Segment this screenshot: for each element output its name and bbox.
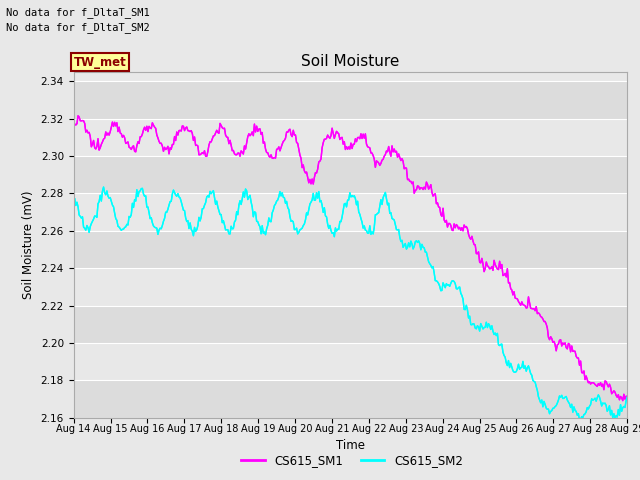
CS615_SM2 [612, 413, 620, 419]
Bar [74, 81, 627, 119]
CS615_SM1 [74, 113, 82, 119]
Text: No data for f_DltaT_SM1: No data for f_DltaT_SM1 [6, 7, 150, 18]
Line: CS615_SM2: CS615_SM2 [74, 187, 627, 420]
Text: No data for f_DltaT_SM2: No data for f_DltaT_SM2 [6, 22, 150, 33]
Text: TW_met: TW_met [74, 56, 126, 69]
CS615_SM1 [337, 135, 345, 141]
CS615_SM2 [575, 417, 583, 423]
Bar [74, 268, 627, 305]
CS615_SM1 [70, 125, 77, 131]
Bar [74, 231, 627, 268]
CS615_SM2 [70, 194, 77, 200]
Bar [74, 380, 627, 418]
CS615_SM1 [334, 130, 342, 136]
CS615_SM2 [525, 363, 532, 369]
Bar [74, 156, 627, 193]
Title: Soil Moisture: Soil Moisture [301, 54, 399, 70]
CS615_SM1 [371, 156, 378, 162]
CS615_SM1 [525, 294, 532, 300]
CS615_SM2 [334, 226, 342, 232]
CS615_SM2 [337, 219, 345, 225]
X-axis label: Time: Time [336, 439, 365, 453]
CS615_SM1 [401, 166, 408, 172]
CS615_SM1 [611, 389, 619, 395]
CS615_SM2 [401, 242, 408, 248]
Bar [74, 119, 627, 156]
Y-axis label: Soil Moisture (mV): Soil Moisture (mV) [22, 191, 35, 299]
Bar [74, 305, 627, 343]
CS615_SM1 [623, 394, 631, 399]
Line: CS615_SM1: CS615_SM1 [74, 116, 627, 401]
Legend: CS615_SM1, CS615_SM2: CS615_SM1, CS615_SM2 [237, 449, 467, 472]
CS615_SM2 [371, 225, 378, 230]
CS615_SM2 [623, 394, 631, 400]
Bar [74, 193, 627, 231]
Bar [74, 343, 627, 380]
CS615_SM2 [100, 184, 108, 190]
CS615_SM1 [619, 398, 627, 404]
